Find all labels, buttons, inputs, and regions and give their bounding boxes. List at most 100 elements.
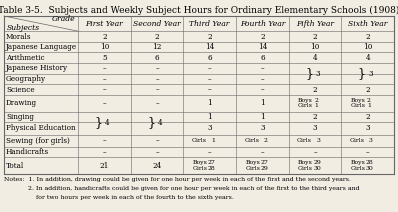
Text: 2: 2 — [314, 98, 318, 103]
Text: –: – — [155, 86, 159, 94]
Text: Boys: Boys — [351, 98, 366, 103]
Text: 6: 6 — [260, 54, 265, 62]
Text: 5: 5 — [102, 54, 107, 62]
Text: Handicrafts: Handicrafts — [6, 148, 49, 156]
Text: }: } — [305, 67, 313, 80]
Text: 2. In addition, handicrafts could be given for one hour per week in each of the : 2. In addition, handicrafts could be giv… — [4, 186, 360, 191]
Text: 6: 6 — [155, 54, 159, 62]
Text: 2: 2 — [102, 32, 107, 40]
Text: 3: 3 — [365, 124, 370, 132]
Text: 1: 1 — [211, 138, 215, 143]
Text: –: – — [261, 148, 264, 156]
Text: 2: 2 — [313, 86, 317, 94]
Text: Girls: Girls — [192, 138, 207, 143]
Text: Second Year: Second Year — [133, 20, 181, 28]
Text: 14: 14 — [258, 43, 267, 51]
Text: Girls: Girls — [244, 138, 259, 143]
Text: 3: 3 — [313, 124, 317, 132]
Text: 2: 2 — [365, 32, 370, 40]
Text: 4: 4 — [365, 54, 370, 62]
Text: First Year: First Year — [86, 20, 123, 28]
Text: Girls: Girls — [298, 103, 313, 108]
Text: 29: 29 — [261, 166, 268, 171]
Text: 2: 2 — [365, 86, 370, 94]
Text: 4: 4 — [105, 119, 109, 127]
Text: 2: 2 — [263, 138, 267, 143]
Text: Japanese History: Japanese History — [6, 64, 68, 73]
Text: –: – — [155, 148, 159, 156]
Text: –: – — [103, 99, 106, 107]
Text: –: – — [155, 75, 159, 83]
Text: Girls: Girls — [297, 138, 312, 143]
Text: Japanese Language: Japanese Language — [6, 43, 77, 51]
Text: Arithmetic: Arithmetic — [6, 54, 45, 62]
Text: Total: Total — [6, 162, 24, 170]
Text: 2: 2 — [260, 32, 265, 40]
Text: –: – — [103, 148, 106, 156]
Text: 1: 1 — [314, 103, 318, 108]
Text: 2: 2 — [313, 113, 317, 121]
Text: 2: 2 — [155, 32, 159, 40]
Text: Geography: Geography — [6, 75, 46, 83]
Text: –: – — [261, 64, 264, 73]
Text: 28: 28 — [366, 160, 374, 165]
Text: Grade: Grade — [51, 15, 75, 23]
Text: Girls: Girls — [193, 166, 208, 171]
Text: Sixth Year: Sixth Year — [348, 20, 387, 28]
Text: –: – — [208, 64, 211, 73]
Text: –: – — [208, 86, 211, 94]
Text: Fourth Year: Fourth Year — [240, 20, 285, 28]
Text: 14: 14 — [205, 43, 215, 51]
Text: Girls: Girls — [351, 103, 366, 108]
Text: Boys: Boys — [298, 160, 313, 165]
Text: 1: 1 — [207, 113, 212, 121]
Text: 4: 4 — [158, 119, 162, 127]
Text: 24: 24 — [152, 162, 162, 170]
Text: 3: 3 — [316, 70, 320, 78]
Text: 3: 3 — [260, 124, 265, 132]
Text: 2: 2 — [207, 32, 212, 40]
Text: –: – — [208, 148, 211, 156]
Text: 1: 1 — [207, 99, 212, 107]
Text: 3: 3 — [207, 124, 212, 132]
Text: 10: 10 — [310, 43, 320, 51]
Text: 28: 28 — [208, 166, 216, 171]
Text: Girls: Girls — [245, 166, 260, 171]
Text: –: – — [103, 75, 106, 83]
Text: 29: 29 — [313, 160, 321, 165]
Text: 2: 2 — [367, 98, 371, 103]
Text: Girls: Girls — [298, 166, 313, 171]
Text: Singing: Singing — [6, 113, 34, 121]
Text: 3: 3 — [316, 138, 320, 143]
Text: –: – — [155, 64, 159, 73]
Text: 10: 10 — [363, 43, 373, 51]
Text: Girls: Girls — [351, 166, 366, 171]
Text: –: – — [313, 148, 317, 156]
Text: 6: 6 — [207, 54, 212, 62]
Text: for two hours per week in each of the fourth to the sixth years.: for two hours per week in each of the fo… — [4, 195, 234, 200]
Text: Notes:  1. In addition, drawing could be given for one hour per week in each of : Notes: 1. In addition, drawing could be … — [4, 177, 351, 182]
Text: 2: 2 — [313, 32, 317, 40]
Text: –: – — [155, 99, 159, 107]
Text: Subjects: Subjects — [7, 24, 40, 32]
Text: –: – — [366, 148, 369, 156]
Text: Sewing (for girls): Sewing (for girls) — [6, 137, 70, 145]
Text: 12: 12 — [152, 43, 162, 51]
Text: Boys: Boys — [193, 160, 208, 165]
Text: 27: 27 — [261, 160, 268, 165]
Text: 3: 3 — [369, 138, 373, 143]
Text: Table 3-5.  Subjects and Weekly Subject Hours for Ordinary Elementary Schools (1: Table 3-5. Subjects and Weekly Subject H… — [0, 6, 398, 15]
Text: Science: Science — [6, 86, 35, 94]
Text: –: – — [155, 137, 159, 145]
Text: 27: 27 — [208, 160, 216, 165]
Text: Third Year: Third Year — [189, 20, 230, 28]
Text: Boys: Boys — [351, 160, 366, 165]
Text: }: } — [358, 67, 366, 80]
Text: Fifth Year: Fifth Year — [296, 20, 334, 28]
Text: 30: 30 — [313, 166, 321, 171]
Text: }: } — [94, 117, 102, 130]
Text: Girls: Girls — [350, 138, 365, 143]
Text: 4: 4 — [313, 54, 317, 62]
Text: 2: 2 — [365, 113, 370, 121]
Text: 10: 10 — [100, 43, 109, 51]
